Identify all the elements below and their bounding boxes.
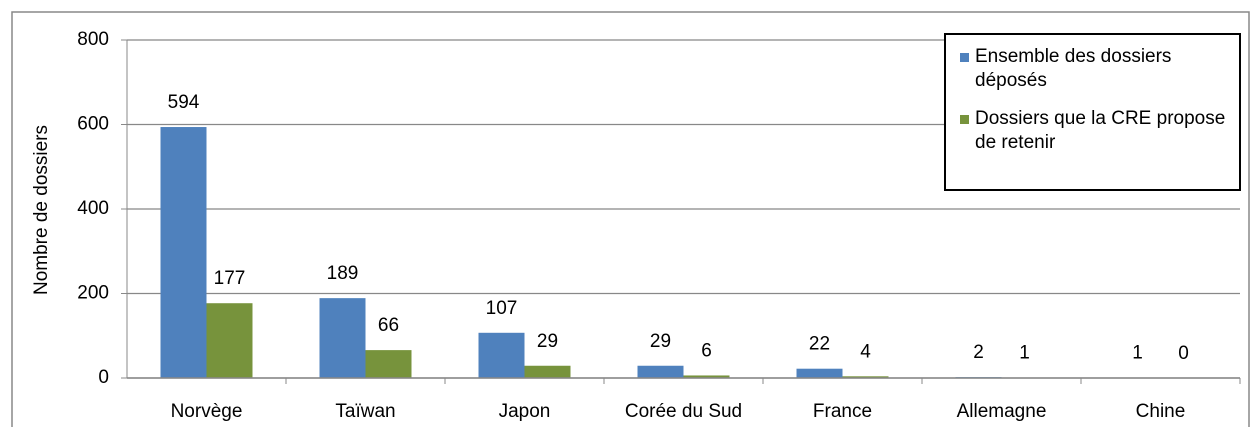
data-label: 29 — [537, 331, 558, 352]
data-label: 66 — [378, 315, 399, 336]
bar — [206, 303, 253, 378]
bar — [478, 332, 525, 378]
x-tick-label: Allemagne — [957, 401, 1047, 422]
legend: Ensemble des dossiers déposés Dossiers qu… — [944, 33, 1241, 191]
data-label: 177 — [214, 268, 246, 289]
bar — [365, 350, 412, 378]
y-axis-label: Nombre de dossiers — [31, 125, 52, 295]
x-tick-label: Taïwan — [335, 401, 395, 422]
data-label: 29 — [650, 331, 671, 352]
bar — [319, 298, 366, 378]
x-tick-label: Corée du Sud — [625, 401, 742, 422]
y-tick-label: 0 — [98, 367, 109, 388]
label-bg — [687, 339, 726, 364]
data-label: 4 — [860, 341, 871, 362]
label-bg — [800, 332, 839, 357]
label-bg — [210, 267, 249, 292]
x-tick-label: Norvège — [171, 401, 243, 422]
x-tick-label: Japon — [499, 401, 551, 422]
label-bg — [482, 296, 521, 321]
y-tick-label: 400 — [77, 198, 109, 219]
bar — [637, 365, 684, 378]
label-bg — [959, 341, 998, 366]
label-bg — [323, 262, 362, 287]
data-label: 6 — [701, 340, 712, 361]
label-bg — [164, 91, 203, 116]
y-tick-label: 200 — [77, 283, 109, 304]
data-label: 189 — [327, 263, 359, 284]
data-label: 107 — [486, 298, 518, 319]
data-label: 1 — [1019, 343, 1030, 364]
label-bg — [1164, 342, 1203, 366]
label-bg — [528, 329, 567, 354]
legend-swatch — [960, 53, 969, 62]
legend-item: Ensemble des dossiers déposés — [960, 45, 1233, 93]
data-label: 2 — [973, 342, 984, 363]
label-bg — [641, 329, 680, 354]
y-tick-label: 800 — [77, 29, 109, 50]
x-tick-label: Chine — [1136, 401, 1186, 422]
legend-swatch — [960, 115, 969, 124]
data-label: 594 — [168, 92, 200, 113]
chart-border — [11, 11, 1250, 427]
y-tick-label: 600 — [77, 114, 109, 135]
legend-label: Dossiers que la CRE propose de retenir — [975, 108, 1226, 153]
legend-label: Ensemble des dossiers déposés — [975, 46, 1172, 91]
label-bg — [846, 340, 885, 365]
label-bg — [369, 314, 408, 339]
label-bg — [1118, 341, 1157, 366]
legend-item: Dossiers que la CRE propose de retenir — [960, 107, 1233, 155]
bar — [160, 127, 207, 378]
bar — [683, 375, 730, 378]
label-bg — [1005, 341, 1044, 366]
bar — [842, 376, 889, 378]
data-label: 1 — [1132, 343, 1143, 364]
data-label: 22 — [809, 334, 830, 355]
bar — [524, 365, 571, 378]
data-label: 0 — [1178, 343, 1189, 364]
x-tick-label: France — [813, 401, 872, 422]
bar — [796, 368, 843, 378]
